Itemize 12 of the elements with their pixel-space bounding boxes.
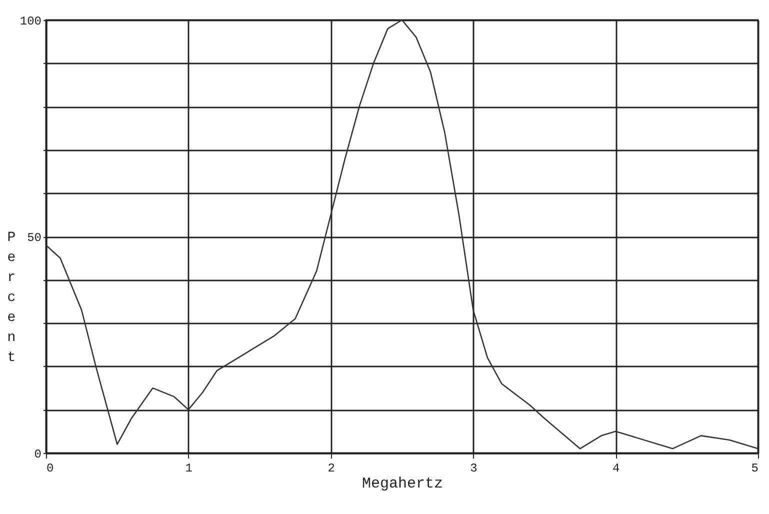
- x-tick-label: 3: [470, 462, 478, 476]
- y-axis-title: Percent: [7, 230, 16, 366]
- x-tick-label: 1: [185, 462, 192, 476]
- y-tick-label: 100: [20, 14, 42, 28]
- line-series: [45, 19, 759, 450]
- x-tick-label: 0: [46, 462, 54, 476]
- x-tick-label: 2: [328, 462, 335, 476]
- y-tick-label: 0: [34, 448, 42, 462]
- y-tick-label: 50: [27, 231, 42, 245]
- x-axis-title: Megahertz: [362, 476, 444, 492]
- x-tick-label: 5: [751, 462, 758, 476]
- x-tick-label: 4: [612, 462, 620, 476]
